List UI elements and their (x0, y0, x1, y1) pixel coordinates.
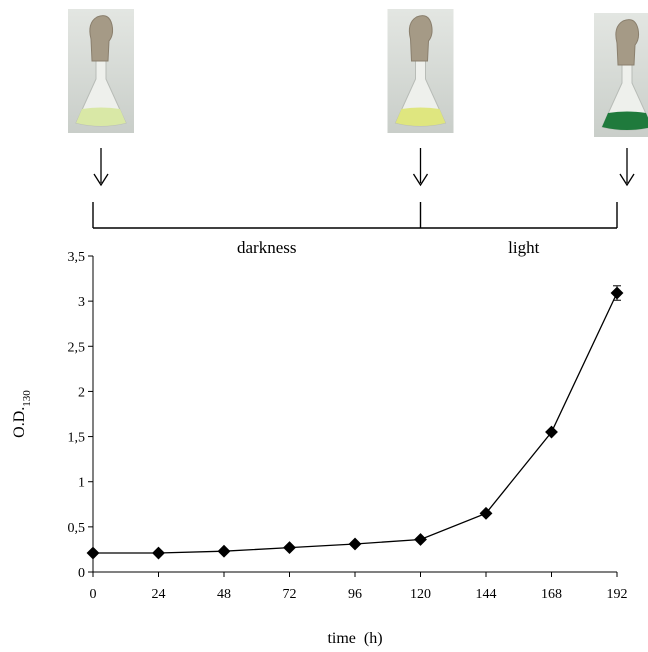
x-tick-label-5: 120 (410, 587, 431, 602)
data-point-0 (86, 546, 100, 560)
x-tick-label-0: 0 (90, 587, 97, 602)
x-axis-ticks: 0 24 48 72 96 120 144 168 192 (90, 572, 628, 602)
phase-label-darkness: darkness (237, 238, 296, 257)
x-axis-title: time (h) (327, 630, 382, 647)
y-tick-label-5: 2,5 (68, 340, 86, 355)
x-tick-label-7: 168 (541, 587, 562, 602)
flask-culture (76, 107, 126, 126)
y-tick-label-1: 0,5 (68, 521, 86, 536)
series-markers (86, 286, 624, 560)
x-tick-label-3: 72 (283, 587, 297, 602)
series-od (86, 285, 624, 560)
data-point-6 (479, 506, 493, 520)
arrow-head-0 (93, 173, 109, 187)
flask-photos (68, 9, 648, 137)
chart-axes (92, 256, 617, 573)
flask-stopper (408, 15, 433, 62)
flask-culture (395, 107, 446, 126)
x-tick-label-8: 192 (607, 587, 628, 602)
flask-stopper (89, 15, 114, 62)
y-axis-title-main: O.D. (11, 407, 28, 438)
data-point-2 (217, 544, 231, 558)
phase-label-light: light (508, 238, 539, 257)
data-point-4 (348, 537, 362, 551)
sampling-arrows (93, 148, 635, 187)
flask-photo-1 (387, 9, 454, 133)
y-tick-label-7: 3,5 (68, 250, 86, 265)
data-point-5 (414, 533, 427, 546)
arrow-head-1 (412, 173, 429, 187)
y-axis-title-subscript: 130 (21, 390, 33, 407)
y-tick-label-3: 1,5 (68, 431, 86, 446)
data-point-7 (545, 425, 558, 439)
y-axis-title: O.D.130 (11, 390, 33, 438)
y-axis-ticks: 0 0,5 1 1,5 2 2,5 3 3,5 (68, 250, 93, 581)
x-tick-label-2: 48 (217, 587, 231, 602)
data-point-1 (152, 546, 165, 560)
y-tick-label-6: 3 (78, 295, 85, 310)
y-tick-label-0: 0 (78, 566, 85, 581)
y-tick-label-4: 2 (78, 385, 85, 400)
arrow-head-2 (619, 173, 635, 187)
x-tick-label-4: 96 (348, 587, 362, 602)
phase-timeline: darkness light (92, 202, 618, 257)
flask-stopper (615, 19, 640, 66)
x-tick-label-1: 24 (152, 587, 166, 602)
x-tick-label-6: 144 (476, 587, 497, 602)
flask-photo-0 (68, 9, 134, 133)
y-tick-label-2: 1 (78, 476, 85, 491)
flask-photo-2 (594, 13, 648, 137)
flask-culture (602, 111, 648, 130)
data-point-3 (283, 541, 296, 555)
data-point-8 (610, 286, 624, 300)
series-line (93, 292, 618, 554)
